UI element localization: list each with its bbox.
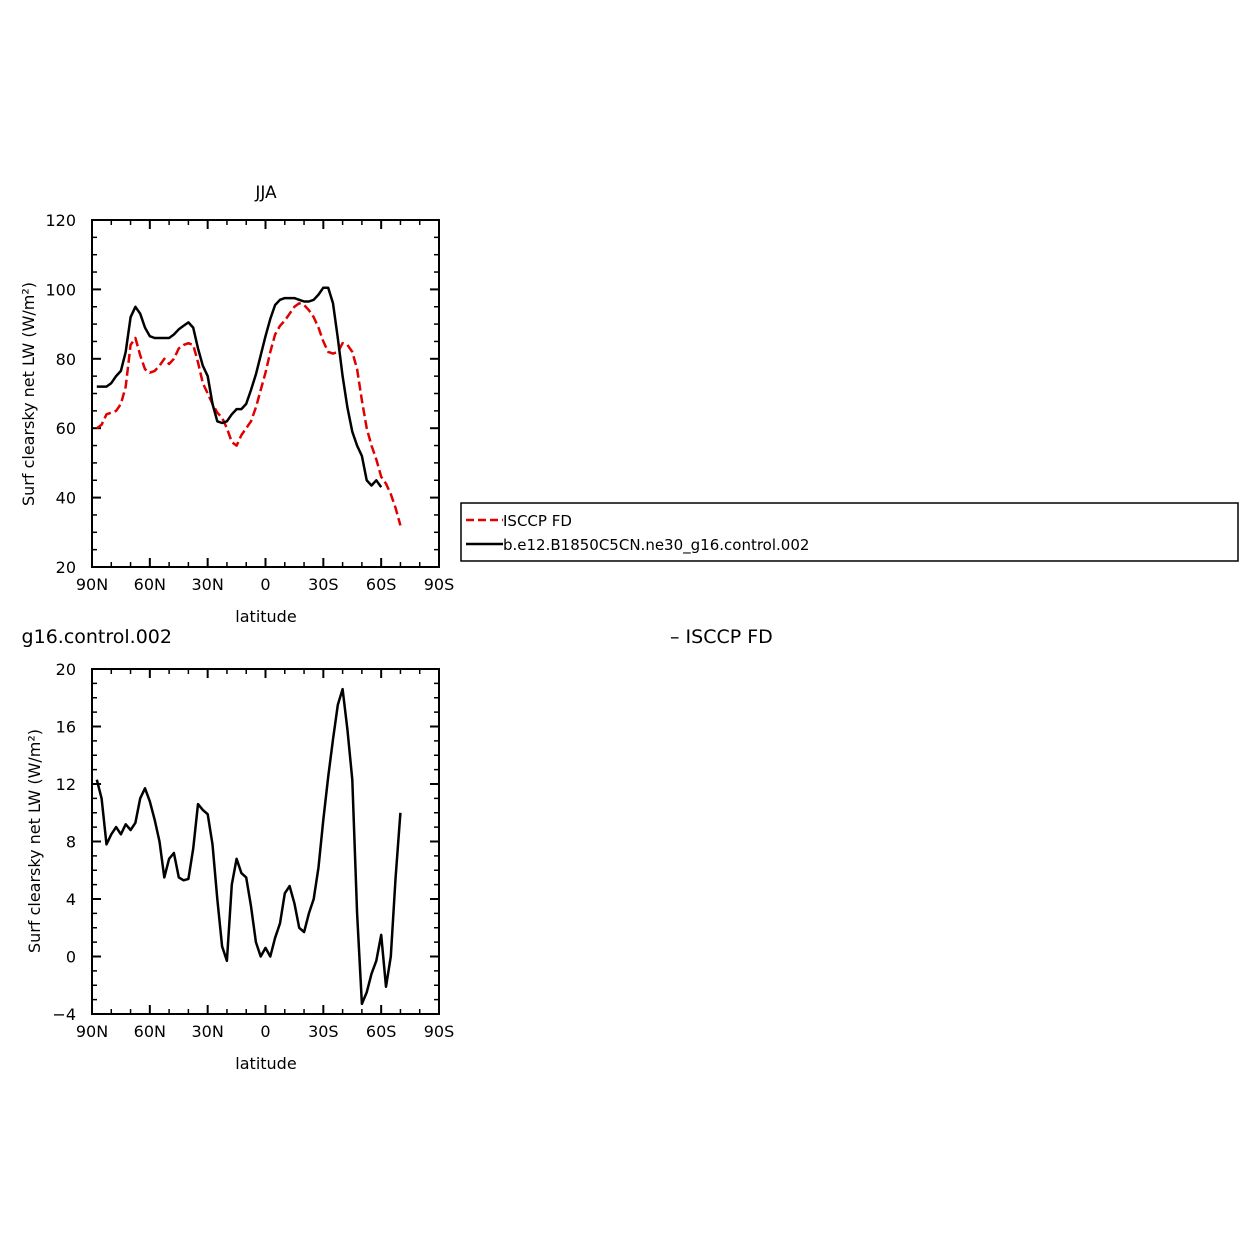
x-tick-label: 30N (192, 1022, 224, 1041)
x-tick-label: 0 (260, 575, 270, 594)
series-line-isccp (96, 302, 402, 526)
bottom-chart-title-left: g16.control.002 (22, 626, 172, 648)
x-tick-label: 60S (366, 1022, 397, 1041)
y-tick-label: 60 (56, 419, 76, 438)
y-tick-label: 20 (56, 660, 76, 679)
legend-box (460, 502, 1239, 562)
x-tick-label: 30N (192, 575, 224, 594)
top-chart-series (96, 286, 402, 526)
x-tick-label: 60N (134, 1022, 166, 1041)
x-tick-label: 90S (424, 1022, 455, 1041)
top-chart: JJA 90N 60N 30N 0 30S 60S 90S 20 40 60 80 100 120 la… (19, 183, 454, 626)
legend-label-isccp: ISCCP FD (503, 512, 572, 530)
y-tick-label: −4 (52, 1005, 76, 1024)
bottom-chart-series (95, 687, 402, 1006)
bottom-chart-ticks: 90N 60N 30N 0 30S 60S 90S −4 0 4 8 12 16 20 (52, 660, 454, 1041)
top-chart-frame (91, 219, 440, 568)
y-tick-label: 80 (56, 350, 76, 369)
x-tick-label: 30S (308, 1022, 339, 1041)
bottom-chart-y-axis-label: Surf clearsky net LW (W/m²) (25, 729, 44, 953)
series-line-model (96, 286, 383, 488)
y-tick-label: 100 (45, 280, 76, 299)
top-chart-ticks: 90N 60N 30N 0 30S 60S 90S 20 40 60 80 100 120 (45, 211, 454, 594)
y-tick-label: 16 (56, 718, 76, 737)
y-tick-label: 4 (66, 890, 76, 909)
x-tick-label: 90N (76, 575, 108, 594)
x-tick-label: 60S (366, 575, 397, 594)
y-tick-label: 8 (66, 833, 76, 852)
bottom-chart: g16.control.002 – ISCCP FD 90N 60N 30N 0 30S… (22, 626, 773, 1073)
bottom-chart-x-axis-label: latitude (235, 1054, 296, 1073)
legend-label-model: b.e12.B1850C5CN.ne30_g16.control.002 (503, 536, 809, 555)
x-tick-label: 90S (424, 575, 455, 594)
y-tick-label: 120 (45, 211, 76, 230)
x-tick-label: 0 (260, 1022, 270, 1041)
bottom-chart-title-right: – ISCCP FD (670, 626, 773, 648)
x-tick-label: 60N (134, 575, 166, 594)
top-chart-y-axis-label: Surf clearsky net LW (W/m²) (19, 282, 38, 506)
y-tick-label: 20 (56, 558, 76, 577)
bottom-chart-frame (91, 668, 440, 1015)
y-tick-label: 12 (56, 775, 76, 794)
y-tick-label: 0 (66, 948, 76, 967)
top-chart-title: JJA (254, 183, 277, 203)
y-tick-label: 40 (56, 489, 76, 508)
x-tick-label: 90N (76, 1022, 108, 1041)
legend: ISCCP FD b.e12.B1850C5CN.ne30_g16.contro… (460, 502, 1239, 562)
top-chart-x-axis-label: latitude (235, 607, 296, 626)
x-tick-label: 30S (308, 575, 339, 594)
series-line-model (95, 687, 402, 1006)
